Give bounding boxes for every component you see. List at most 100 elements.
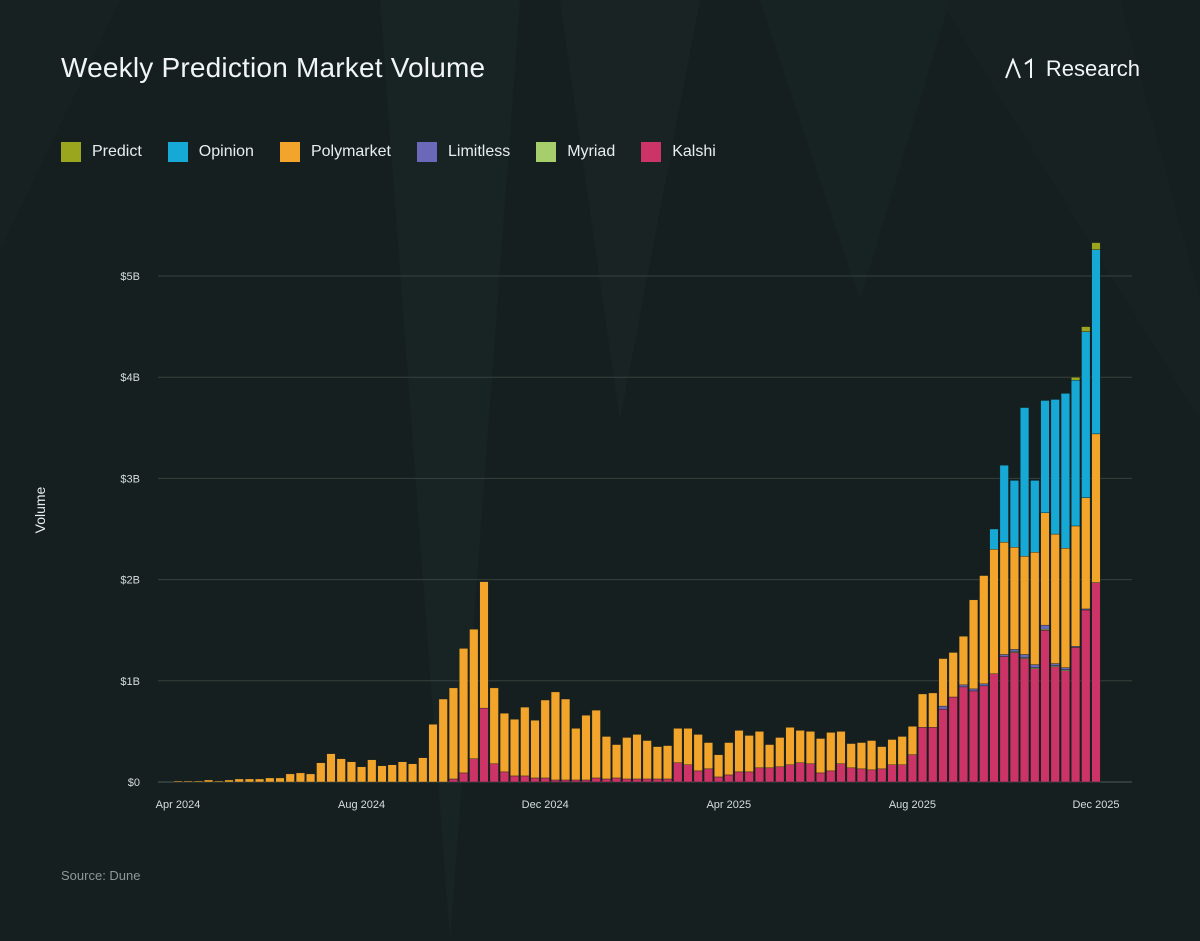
bar-limitless-week-86: [1050, 663, 1060, 666]
legend-item-myriad: Myriad: [536, 142, 615, 162]
brand-name: Research: [1045, 56, 1140, 81]
bar-kalshi-week-75: [938, 708, 948, 783]
bar-polymarket-week-36: [540, 699, 550, 779]
bar-kalshi-week-84: [1030, 668, 1040, 783]
y-tick-label: $2B: [120, 575, 140, 587]
bar-limitless-week-75: [938, 705, 948, 710]
bar-polymarket-week-62: [805, 731, 815, 764]
y-tick-label: $1B: [120, 676, 140, 688]
bar-polymarket-week-35: [530, 720, 540, 779]
bar-polymarket-week-60: [785, 727, 795, 765]
bar-polymarket-week-13: [306, 773, 316, 783]
bar-kalshi-week-32: [499, 771, 509, 783]
bar-kalshi-week-76: [948, 696, 958, 783]
bars: [173, 242, 1101, 783]
bar-polymarket-week-1: [183, 780, 193, 783]
bar-polymarket-week-58: [765, 744, 775, 769]
bar-polymarket-week-15: [326, 753, 336, 783]
bar-polymarket-week-55: [734, 730, 744, 773]
source-note: Source: Dune: [61, 868, 141, 883]
bar-kalshi-week-67: [856, 768, 866, 783]
bar-polymarket-week-20: [377, 765, 387, 783]
bar-kalshi-week-63: [816, 772, 826, 783]
bar-kalshi-week-39: [571, 779, 581, 783]
bar-predict-week-89: [1081, 326, 1091, 332]
bar-opinion-week-86: [1050, 399, 1060, 535]
bar-polymarket-week-24: [418, 757, 428, 783]
bar-kalshi-week-65: [836, 763, 846, 783]
bar-opinion-week-81: [999, 465, 1009, 543]
bar-polymarket-week-30: [479, 581, 489, 709]
bar-polymarket-week-85: [1040, 512, 1050, 626]
bar-opinion-week-90: [1091, 249, 1101, 435]
bar-kalshi-week-46: [642, 778, 652, 783]
bar-kalshi-week-35: [530, 777, 540, 783]
bar-polymarket-week-78: [969, 599, 979, 690]
bar-opinion-week-85: [1040, 400, 1050, 514]
bar-kalshi-week-74: [928, 727, 938, 783]
bar-polymarket-week-79: [979, 575, 989, 685]
bar-kalshi-week-45: [632, 778, 642, 783]
a1-logo-icon: [1004, 58, 1032, 79]
bar-polymarket-week-23: [408, 763, 418, 783]
bar-opinion-week-87: [1060, 393, 1070, 549]
bar-limitless-week-79: [979, 683, 989, 687]
bar-polymarket-week-83: [1020, 556, 1030, 655]
bar-polymarket-week-65: [836, 731, 846, 764]
bar-polymarket-week-16: [336, 758, 346, 783]
chart-legend: Predict Opinion Polymarket Limitless Myr…: [61, 142, 716, 162]
bar-kalshi-week-88: [1071, 647, 1081, 783]
bar-kalshi-week-56: [744, 771, 754, 783]
bar-polymarket-week-34: [520, 706, 530, 777]
legend-item-limitless: Limitless: [416, 142, 510, 162]
bar-polymarket-week-2: [193, 780, 203, 783]
bar-polymarket-week-40: [581, 715, 591, 781]
bar-polymarket-week-12: [295, 772, 305, 783]
bar-polymarket-week-54: [724, 742, 734, 776]
axis-labels: $0 $1B $2B $3B $4B $5B Apr 2024 Aug 2024 Dec 202…: [120, 271, 1119, 811]
bar-kalshi-week-81: [999, 656, 1009, 783]
bar-opinion-week-80: [989, 528, 999, 550]
bar-polymarket-week-7: [244, 778, 254, 783]
bar-kalshi-week-69: [877, 768, 887, 783]
bar-opinion-week-83: [1020, 407, 1030, 557]
bar-kalshi-week-86: [1050, 666, 1060, 783]
bar-kalshi-week-31: [489, 763, 499, 783]
bar-polymarket-week-27: [448, 687, 458, 780]
bar-polymarket-week-18: [357, 766, 367, 783]
bar-polymarket-week-6: [234, 778, 244, 783]
bar-kalshi-week-50: [683, 764, 693, 783]
y-tick-label: $5B: [120, 271, 140, 283]
bar-polymarket-week-73: [918, 693, 928, 728]
bar-predict-week-90: [1091, 242, 1101, 250]
bar-kalshi-week-57: [754, 767, 764, 783]
bar-polymarket-week-33: [510, 719, 520, 777]
bar-polymarket-week-87: [1060, 548, 1070, 668]
bar-polymarket-week-68: [867, 740, 877, 771]
bar-polymarket-week-8: [255, 778, 265, 783]
bar-polymarket-week-67: [856, 742, 866, 770]
legend-item-predict: Predict: [61, 142, 142, 162]
bar-kalshi-week-47: [652, 778, 662, 783]
bar-kalshi-week-38: [561, 779, 571, 783]
bar-kalshi-week-48: [663, 778, 673, 783]
bar-predict-week-88: [1071, 377, 1081, 381]
bar-polymarket-week-22: [397, 761, 407, 783]
bar-polymarket-week-61: [795, 730, 805, 763]
bar-kalshi-week-54: [724, 774, 734, 783]
bar-kalshi-week-42: [601, 778, 611, 783]
bar-kalshi-week-62: [805, 763, 815, 783]
bar-kalshi-week-37: [550, 779, 560, 783]
bar-kalshi-week-73: [918, 727, 928, 783]
bar-polymarket-week-74: [928, 692, 938, 728]
y-tick-label: $3B: [120, 473, 140, 485]
bar-polymarket-week-59: [775, 737, 785, 768]
legend-label-predict: Predict: [92, 143, 142, 160]
bar-kalshi-week-90: [1091, 582, 1101, 783]
bar-polymarket-week-64: [826, 732, 836, 772]
bar-polymarket-week-52: [703, 742, 713, 770]
legend-swatch-kalshi: [641, 142, 662, 162]
bar-polymarket-week-80: [989, 549, 999, 674]
legend-label-polymarket: Polymarket: [310, 143, 391, 160]
